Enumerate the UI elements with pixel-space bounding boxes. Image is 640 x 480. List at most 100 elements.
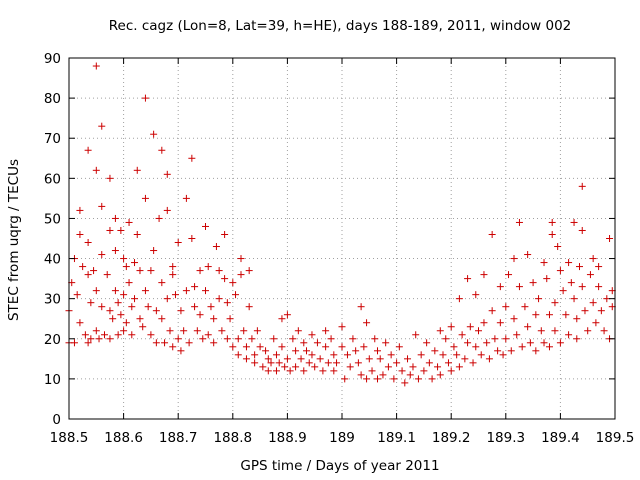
data-point — [330, 351, 338, 359]
data-point — [234, 335, 242, 343]
y-axis-label: STEC from uqrg / TECUs — [6, 159, 22, 321]
data-point — [409, 363, 417, 371]
data-point — [270, 335, 278, 343]
data-point — [272, 351, 280, 359]
data-point — [333, 359, 341, 367]
data-point — [158, 279, 166, 287]
data-point — [152, 339, 160, 347]
data-point — [207, 303, 215, 311]
data-point — [177, 347, 185, 355]
data-point — [535, 295, 543, 303]
data-point — [496, 283, 504, 291]
data-point — [259, 363, 267, 371]
y-tick-label: 40 — [44, 252, 61, 268]
data-point — [128, 303, 136, 311]
data-point — [229, 343, 237, 351]
data-point — [223, 335, 231, 343]
data-point — [379, 371, 387, 379]
data-point — [578, 182, 586, 190]
data-point — [390, 375, 398, 383]
x-tick-label: 189.3 — [486, 430, 525, 446]
data-point — [453, 351, 461, 359]
data-point — [540, 339, 548, 347]
data-point — [139, 323, 147, 331]
data-point — [150, 247, 158, 255]
data-point — [308, 331, 316, 339]
data-point — [76, 230, 84, 238]
data-point — [81, 331, 89, 339]
data-point — [464, 339, 472, 347]
data-point — [122, 319, 130, 327]
data-point — [163, 206, 171, 214]
data-point — [322, 327, 330, 335]
data-point — [442, 335, 450, 343]
data-point — [242, 343, 250, 351]
data-point — [537, 327, 545, 335]
data-point — [147, 331, 155, 339]
data-point — [210, 315, 218, 323]
data-point — [87, 299, 95, 307]
data-point — [297, 355, 305, 363]
data-point — [387, 351, 395, 359]
data-point — [98, 202, 106, 210]
data-point — [373, 375, 381, 383]
x-tick-label: 189.5 — [596, 430, 635, 446]
data-point — [141, 287, 149, 295]
data-point — [458, 331, 466, 339]
data-point — [371, 335, 379, 343]
data-point — [136, 267, 144, 275]
data-point — [338, 323, 346, 331]
data-point — [240, 327, 248, 335]
data-point — [182, 194, 190, 202]
data-point — [191, 283, 199, 291]
data-point — [428, 375, 436, 383]
data-point — [515, 283, 523, 291]
data-point — [434, 363, 442, 371]
data-point — [180, 327, 188, 335]
data-point — [450, 343, 458, 351]
data-point — [455, 363, 463, 371]
data-point — [281, 363, 289, 371]
data-point — [548, 218, 556, 226]
data-point — [196, 267, 204, 275]
data-point — [584, 327, 592, 335]
data-point — [251, 359, 259, 367]
x-tick-label: 188.8 — [213, 430, 252, 446]
data-point — [496, 319, 504, 327]
data-point — [147, 267, 155, 275]
data-point — [114, 331, 122, 339]
data-point — [447, 323, 455, 331]
data-point — [223, 299, 231, 307]
data-point — [251, 351, 259, 359]
data-point — [155, 214, 163, 222]
data-point — [455, 295, 463, 303]
data-point — [480, 319, 488, 327]
data-point — [278, 343, 286, 351]
data-point — [322, 343, 330, 351]
data-point — [559, 287, 567, 295]
data-point — [264, 367, 272, 375]
data-point — [103, 271, 111, 279]
data-point — [232, 291, 240, 299]
data-point — [464, 275, 472, 283]
data-point — [357, 371, 365, 379]
axis-ticks — [68, 57, 616, 420]
data-point — [576, 263, 584, 271]
x-tick-label: 188.7 — [159, 430, 198, 446]
data-point — [436, 327, 444, 335]
data-point — [382, 339, 390, 347]
y-tick-label: 80 — [44, 91, 61, 107]
data-point — [384, 363, 392, 371]
data-point — [502, 335, 510, 343]
data-point — [589, 299, 597, 307]
data-point — [556, 267, 564, 275]
data-point — [567, 279, 575, 287]
data-point — [204, 331, 212, 339]
data-point — [578, 283, 586, 291]
data-point — [491, 335, 499, 343]
data-point — [472, 343, 480, 351]
data-point — [245, 267, 253, 275]
data-point — [431, 347, 439, 355]
y-tick-label: 90 — [44, 51, 61, 67]
